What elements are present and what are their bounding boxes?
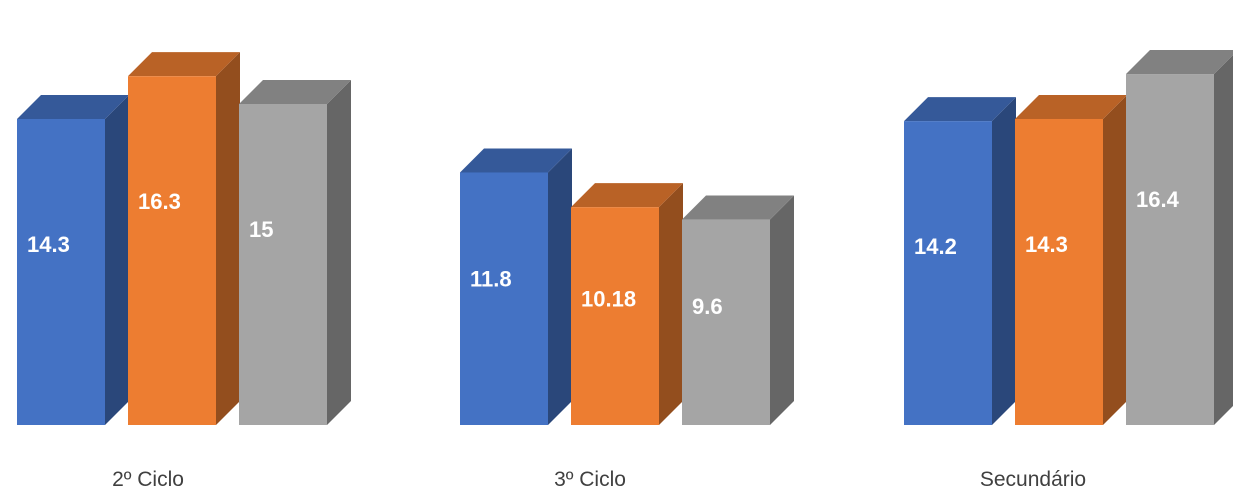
bar-front xyxy=(904,121,992,426)
data-label: 14.3 xyxy=(1025,232,1068,257)
bar-0-1: 16.3 xyxy=(128,52,240,426)
data-label: 11.8 xyxy=(470,267,512,292)
data-label: 10.18 xyxy=(581,287,636,312)
bar-side xyxy=(1103,94,1127,425)
category-label-2-ciclo: 2º Ciclo xyxy=(112,468,184,491)
bar-2-0: 14.2 xyxy=(904,97,1016,426)
bar-0-0: 14.3 xyxy=(17,94,129,425)
bar-2-2: 16.4 xyxy=(1126,50,1233,425)
data-label: 16.3 xyxy=(138,189,181,214)
bar-front xyxy=(17,118,105,425)
bar-side xyxy=(1214,55,1233,425)
bar-front xyxy=(128,76,216,426)
bar-side xyxy=(105,94,129,425)
bar-0-2: 15 xyxy=(239,80,351,425)
data-label: 14.3 xyxy=(27,232,70,257)
category-label-secundario: Secundário xyxy=(980,468,1086,491)
bar-front xyxy=(460,172,548,425)
data-label: 14.2 xyxy=(914,234,957,259)
bar-top xyxy=(239,80,351,104)
bar-side xyxy=(659,183,683,425)
bar-2-1: 14.3 xyxy=(1015,94,1127,425)
bar-front xyxy=(239,104,327,425)
bar-top xyxy=(1015,94,1127,119)
category-labels-layer: 2º Ciclo 3º Ciclo Secundário xyxy=(112,468,1086,491)
bar-side xyxy=(770,195,794,425)
bar-top xyxy=(128,52,240,77)
bar-side xyxy=(548,148,572,426)
bar-1-0: 11.8 xyxy=(460,148,572,426)
bar-1-2: 9.6 xyxy=(682,195,794,425)
bar-side xyxy=(216,52,240,426)
bar-top xyxy=(904,97,1016,122)
bars-layer: 14.3 16.3 15 11.8 10.18 9.6 14.2 14.3 16.4 xyxy=(17,50,1233,426)
bar-1-1: 10.18 xyxy=(571,183,683,425)
bar-front xyxy=(682,219,770,425)
bar-top xyxy=(460,148,572,173)
bar-top xyxy=(17,94,129,119)
data-label: 15 xyxy=(249,217,273,242)
data-label: 9.6 xyxy=(692,294,723,319)
category-label-3-ciclo: 3º Ciclo xyxy=(554,468,626,491)
bar-top xyxy=(1126,50,1233,75)
bar-side xyxy=(992,97,1016,426)
bar-top xyxy=(682,195,794,220)
bar-front xyxy=(571,207,659,425)
bar-side xyxy=(327,80,351,425)
bar-top xyxy=(571,183,683,208)
bar-front xyxy=(1126,74,1214,425)
data-label: 16.4 xyxy=(1136,187,1180,212)
bar-front xyxy=(1015,118,1103,425)
